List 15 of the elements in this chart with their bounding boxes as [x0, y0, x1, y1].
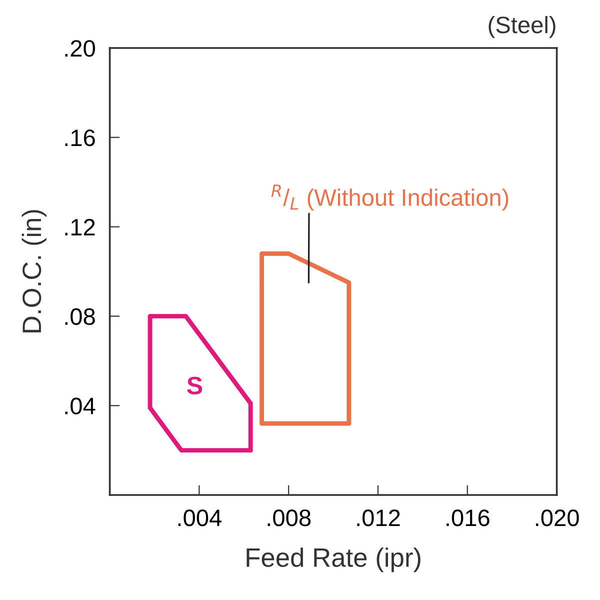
- x-axis-title: Feed Rate (ipr): [246, 548, 420, 572]
- y-tick-label: .12: [65, 218, 95, 236]
- y-axis-title: D.O.C. (in): [22, 210, 46, 332]
- chart-title: (Steel): [488, 16, 556, 38]
- x-tick-label: .020: [536, 510, 579, 526]
- x-tick-label: .008: [268, 510, 311, 526]
- x-tick-label: .004: [178, 510, 222, 526]
- x-tick-label: .016: [446, 510, 490, 526]
- x-tick-label: .012: [357, 510, 400, 526]
- annotation: $^{R}$/$_{L}$ (Without Indication): [271, 184, 508, 211]
- annotation: S: [187, 376, 202, 394]
- y-tick-label: .16: [65, 129, 95, 146]
- y-tick-label: .08: [65, 308, 95, 325]
- y-tick-label: .04: [65, 398, 96, 414]
- y-tick-label: .20: [65, 40, 95, 57]
